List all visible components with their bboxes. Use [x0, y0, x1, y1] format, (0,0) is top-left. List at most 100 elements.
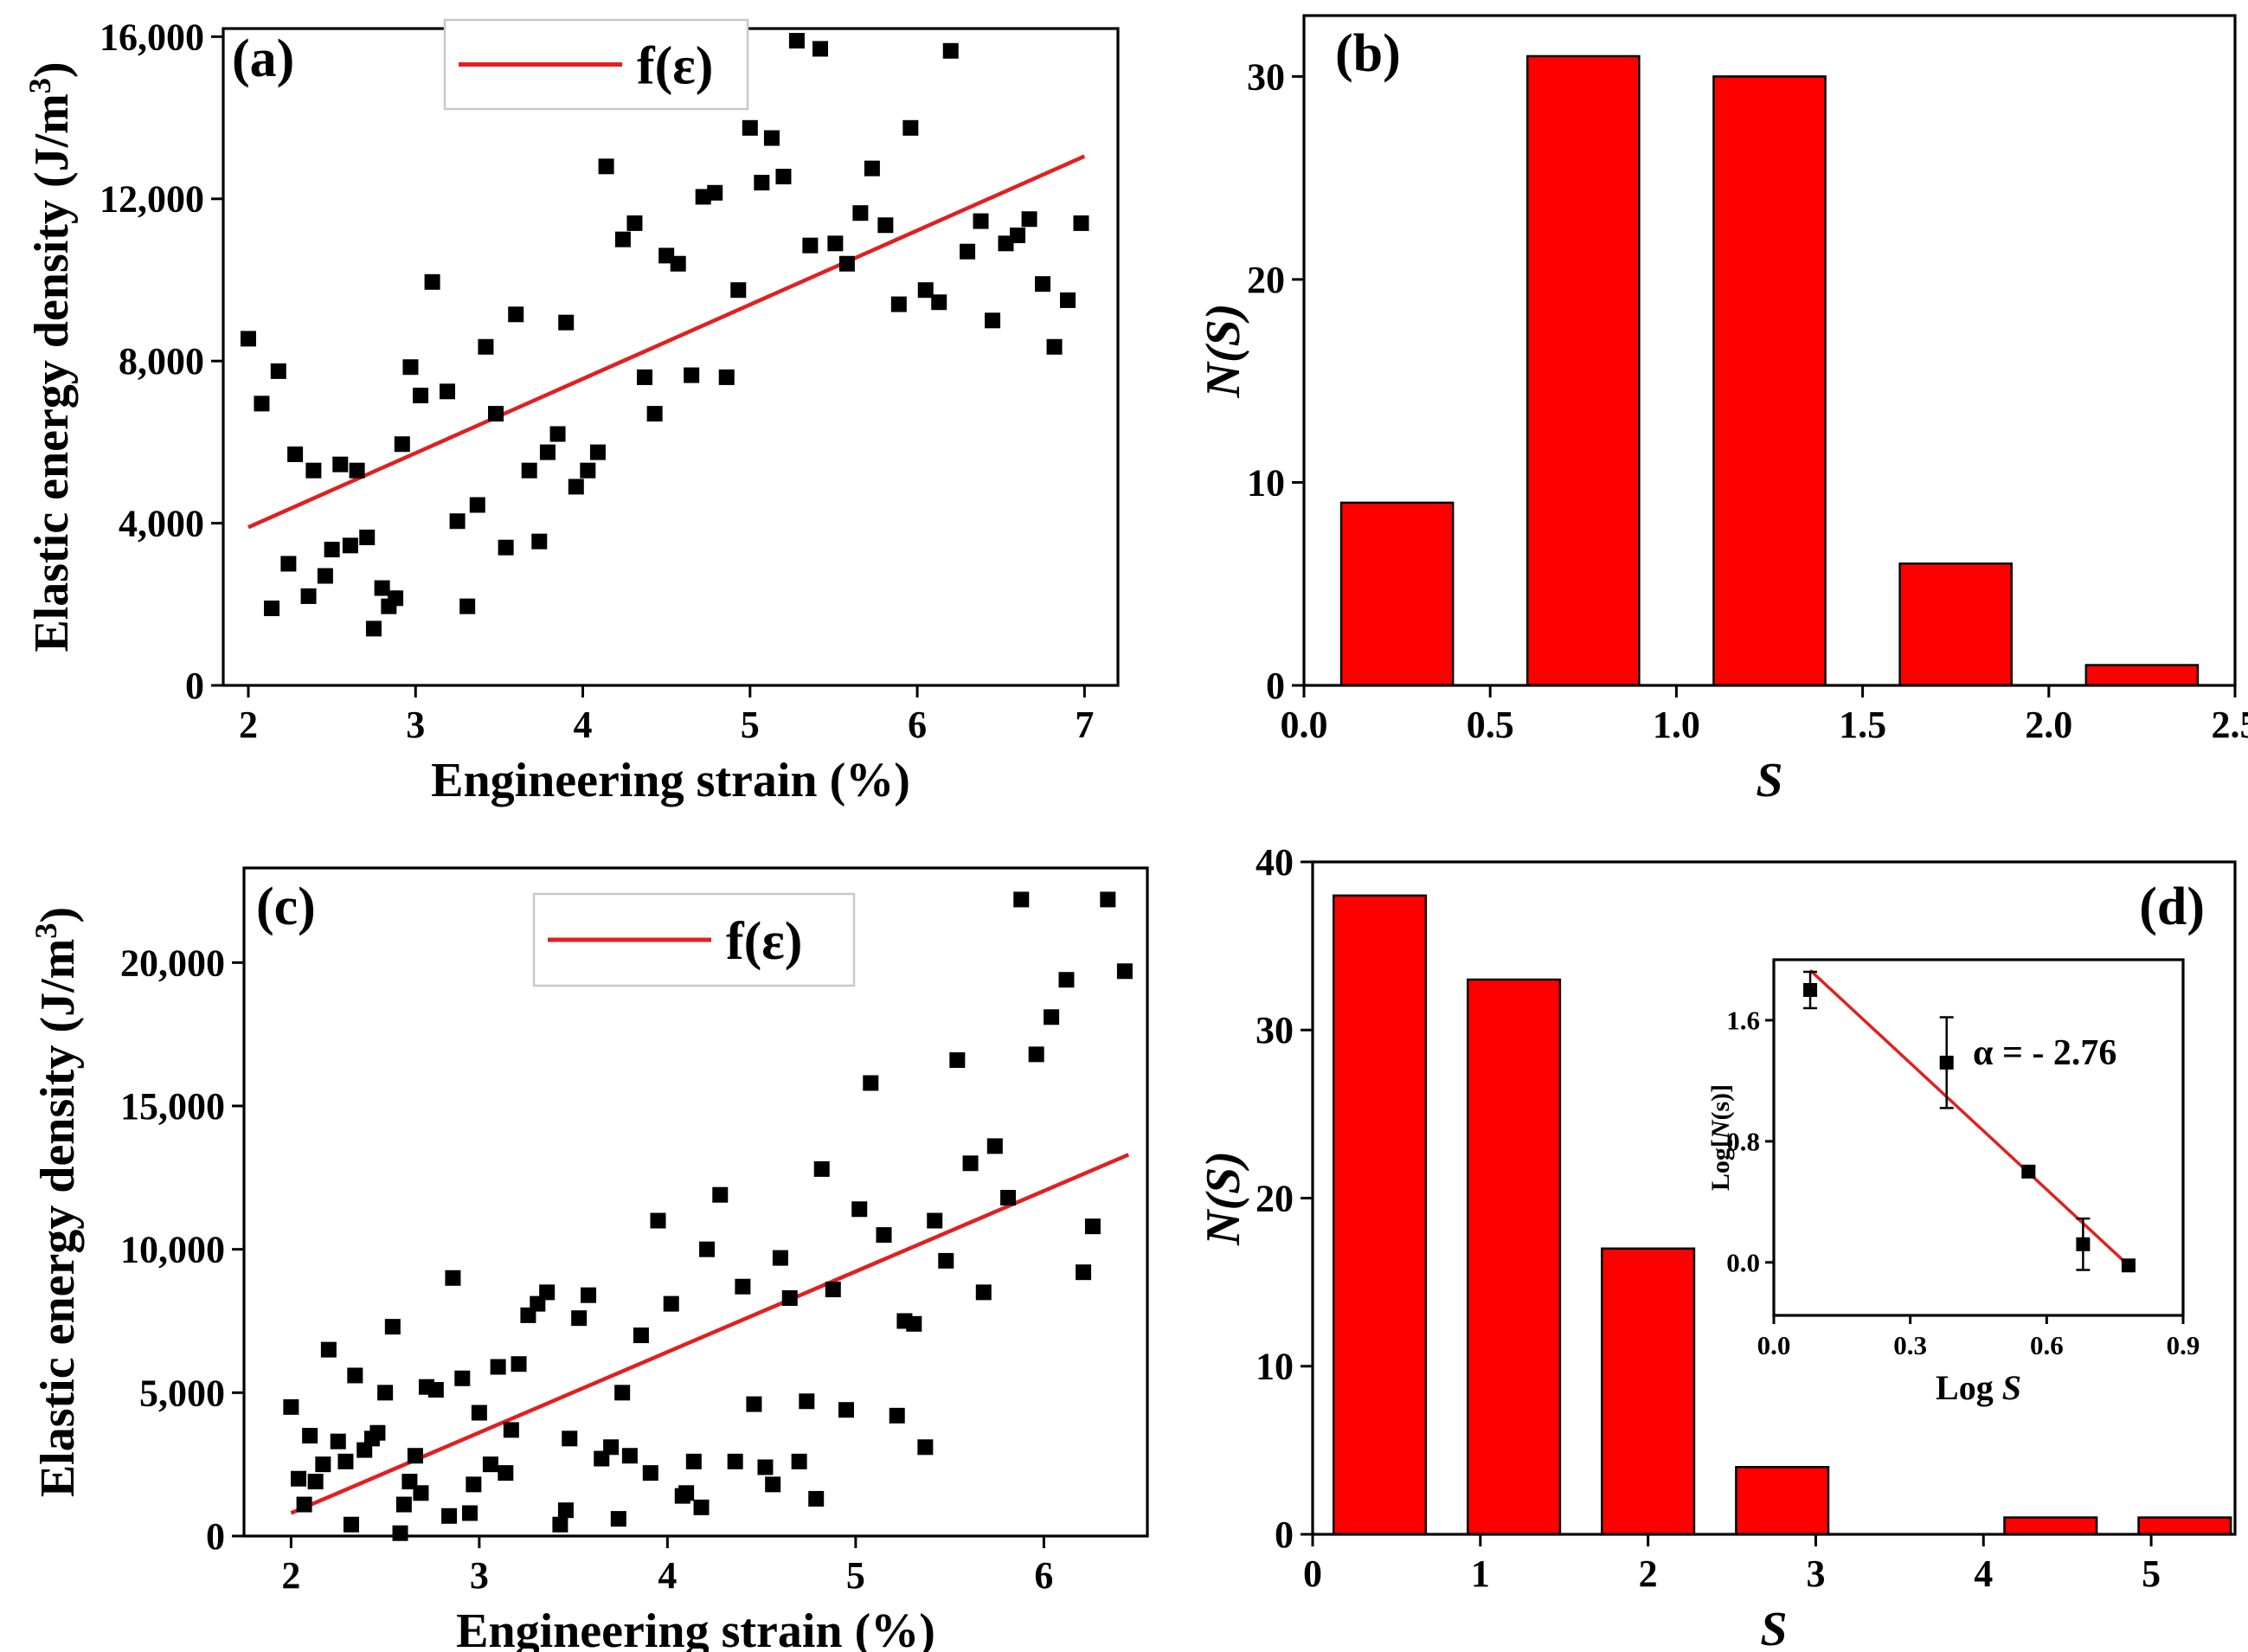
data-point [343, 1516, 359, 1533]
data-point [337, 1453, 354, 1469]
data-point [765, 1476, 781, 1493]
x-tick-label: 2.0 [2025, 704, 2072, 746]
data-point [781, 1289, 798, 1306]
data-point [864, 160, 880, 177]
data-point [633, 1327, 649, 1344]
data-point [998, 235, 1014, 252]
data-point [746, 1396, 762, 1412]
data-point [300, 588, 317, 604]
data-point [392, 1525, 408, 1541]
inset-y-axis-title-suffix: (s)] [1706, 1084, 1735, 1121]
inset-y-axis-title-var: N [1706, 1119, 1735, 1140]
data-point [614, 231, 631, 247]
x-tick-label: 4 [658, 1554, 677, 1597]
y-tick-label: 15,000 [120, 1085, 225, 1128]
data-point [471, 1405, 487, 1421]
data-point [1058, 972, 1075, 988]
data-point [581, 1287, 597, 1303]
data-point [863, 1075, 879, 1091]
data-point [330, 1433, 346, 1450]
data-point [621, 1448, 638, 1464]
data-point [942, 42, 959, 59]
data-point [296, 1496, 312, 1513]
y-axis-title-close: ) [31, 907, 85, 923]
data-point [791, 1453, 807, 1469]
x-tick-label: 1 [1471, 1552, 1490, 1595]
data-point [531, 533, 548, 550]
panel-a: 2 3 4 5 6 7 0 4,000 8,000 12,000 16,000 Engineering… [22, 16, 1120, 807]
data-point [960, 243, 976, 260]
y-tick-label: 30 [1247, 55, 1285, 98]
data-point [552, 1516, 568, 1533]
panel-label: (a) [232, 29, 294, 88]
data-point [735, 1278, 751, 1295]
y-axis-title: N(S) [1197, 1151, 1250, 1246]
data-point [503, 1422, 519, 1438]
data-point [917, 282, 934, 299]
data-point [388, 590, 404, 607]
data-point [949, 1051, 966, 1068]
data-point [549, 426, 566, 442]
data-point [270, 363, 286, 379]
y-axis-title: N(S) [1197, 304, 1250, 399]
data-point [973, 213, 989, 229]
data-point [1116, 963, 1133, 980]
y-tick-label: 30 [1256, 1009, 1294, 1051]
y-axis-title-sup: 3 [29, 922, 63, 938]
data-point [812, 41, 828, 57]
bar [1339, 501, 1455, 687]
data-point [280, 556, 297, 572]
y-tick-label: 40 [1256, 841, 1294, 884]
data-point [558, 314, 575, 331]
legend-label: f(ε) [637, 37, 713, 96]
bar [1898, 562, 2014, 687]
data-point [1084, 1218, 1101, 1235]
data-point [775, 169, 792, 185]
data-point [539, 444, 556, 460]
data-point [637, 369, 653, 385]
data-point [695, 189, 711, 205]
x-tick-label: 5 [846, 1554, 865, 1597]
data-point [877, 217, 894, 234]
data-point [802, 237, 819, 254]
y-tick-label: 10 [1256, 1346, 1294, 1388]
data-point [699, 1241, 716, 1257]
panel-c: 2 3 4 5 6 0 5,000 10,000 15,000 20,000 Engineering… [29, 866, 1149, 1652]
data-point [975, 1284, 992, 1301]
data-point [1028, 1046, 1044, 1063]
data-point [1021, 211, 1037, 228]
inset-x-axis-title: Log S [1936, 1368, 2021, 1407]
y-tick-label: 8,000 [119, 340, 204, 382]
x-tick-label: 2 [1639, 1552, 1658, 1595]
panel-b: 0.0 0.5 1.0 1.5 2.0 2.5 0 10 20 30 S N(S) (b) [1197, 14, 2248, 807]
data-point [825, 1282, 841, 1298]
data-point [614, 1385, 631, 1401]
bar [1735, 1466, 1830, 1536]
data-point [580, 462, 596, 479]
data-point [754, 175, 770, 191]
y-tick-label: 10,000 [120, 1229, 225, 1271]
data-point [307, 1474, 324, 1490]
data-point [1073, 215, 1089, 231]
data-point [305, 462, 322, 479]
data-point [466, 1476, 482, 1493]
data-point [315, 1456, 331, 1473]
data-point [938, 1252, 954, 1269]
data-point [302, 1428, 318, 1444]
data-point [788, 33, 805, 49]
data-point [240, 331, 256, 347]
data-point [1013, 891, 1030, 908]
data-point [1035, 276, 1051, 292]
x-tick-label: 3 [470, 1554, 489, 1597]
fit-line [290, 1153, 1130, 1515]
data-point [384, 1319, 401, 1335]
data-point [369, 1424, 386, 1441]
inset-y-tick-label: 0.8 [1726, 1126, 1760, 1156]
data-point [254, 395, 270, 412]
data-point [439, 383, 455, 400]
data-point [889, 1407, 905, 1424]
data-point [626, 215, 643, 231]
data-point [852, 205, 869, 222]
x-tick-label: 2.5 [2212, 704, 2248, 746]
